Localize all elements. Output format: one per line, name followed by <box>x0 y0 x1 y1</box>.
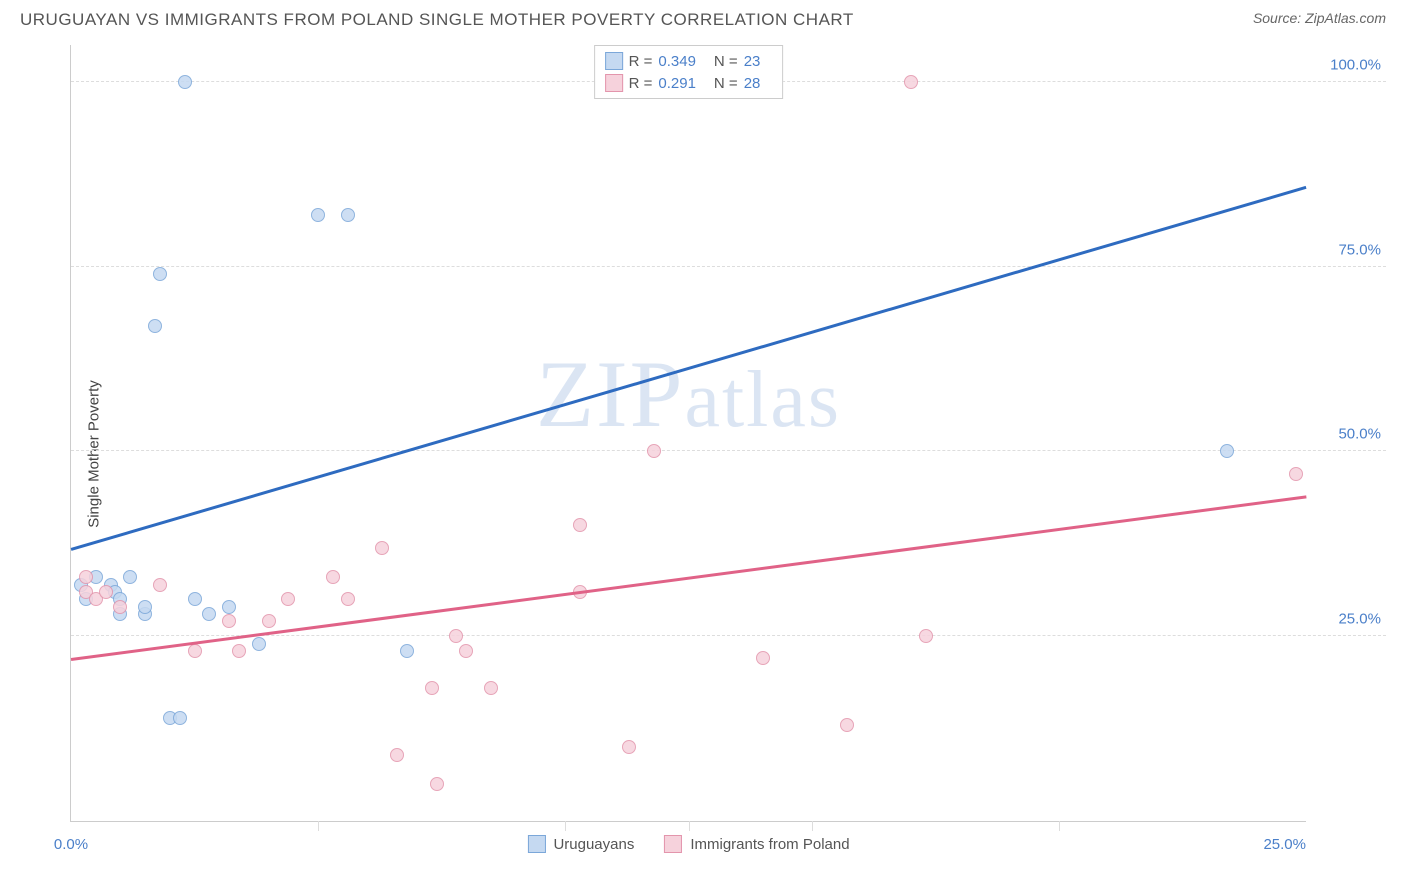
legend-series-item: Immigrants from Poland <box>664 835 849 853</box>
data-point <box>1220 444 1234 458</box>
data-point <box>390 748 404 762</box>
legend-n-label: N = <box>714 75 738 92</box>
legend-series-label: Immigrants from Poland <box>690 836 849 853</box>
data-point <box>138 600 152 614</box>
data-point <box>449 629 463 643</box>
data-point <box>153 578 167 592</box>
data-point <box>188 644 202 658</box>
data-point <box>262 614 276 628</box>
data-point <box>622 740 636 754</box>
data-point <box>484 681 498 695</box>
legend-swatch <box>664 835 682 853</box>
data-point <box>341 208 355 222</box>
data-point <box>113 600 127 614</box>
data-point <box>148 319 162 333</box>
legend-stat-row: R = 0.349 N = 23 <box>605 50 773 72</box>
x-tick <box>1059 821 1060 831</box>
legend-r-value: 0.349 <box>658 53 696 70</box>
legend-series: Uruguayans Immigrants from Poland <box>527 835 849 853</box>
legend-series-label: Uruguayans <box>553 836 634 853</box>
data-point <box>904 75 918 89</box>
data-point <box>341 592 355 606</box>
data-point <box>99 585 113 599</box>
data-point <box>573 518 587 532</box>
legend-swatch <box>527 835 545 853</box>
data-point <box>153 267 167 281</box>
data-point <box>375 541 389 555</box>
data-point <box>202 607 216 621</box>
x-tick-label: 0.0% <box>54 836 88 853</box>
y-tick-label: 75.0% <box>1338 241 1381 258</box>
legend-n-value: 23 <box>744 53 761 70</box>
data-point <box>647 444 661 458</box>
y-tick-label: 50.0% <box>1338 426 1381 443</box>
plot-area: ZIPatlas R = 0.349N = 23R = 0.291N = 28 … <box>70 45 1306 822</box>
legend-swatch <box>605 74 623 92</box>
data-point <box>430 777 444 791</box>
data-point <box>425 681 439 695</box>
data-point <box>326 570 340 584</box>
data-point <box>919 629 933 643</box>
data-point <box>222 614 236 628</box>
data-point <box>1289 467 1303 481</box>
data-point <box>311 208 325 222</box>
legend-series-item: Uruguayans <box>527 835 634 853</box>
data-point <box>252 637 266 651</box>
data-point <box>459 644 473 658</box>
legend-r-label: R = <box>629 75 653 92</box>
x-tick <box>812 821 813 831</box>
data-point <box>232 644 246 658</box>
legend-swatch <box>605 52 623 70</box>
legend-r-value: 0.291 <box>658 75 696 92</box>
data-point <box>123 570 137 584</box>
chart-title: URUGUAYAN VS IMMIGRANTS FROM POLAND SING… <box>20 10 854 30</box>
data-point <box>400 644 414 658</box>
data-point <box>840 718 854 732</box>
legend-n-label: N = <box>714 53 738 70</box>
data-point <box>222 600 236 614</box>
data-point <box>281 592 295 606</box>
gridline <box>71 450 1386 451</box>
legend-stats: R = 0.349 N = 23 R = 0.291 N = 28 <box>594 45 784 99</box>
watermark: ZIPatlas <box>536 339 841 449</box>
gridline <box>71 266 1386 267</box>
y-tick-label: 25.0% <box>1338 611 1381 628</box>
data-point <box>756 651 770 665</box>
chart-container: Single Mother Poverty ZIPatlas R = 0.349… <box>50 45 1386 862</box>
x-tick-label: 25.0% <box>1263 836 1306 853</box>
legend-r-label: R = <box>629 53 653 70</box>
y-tick-label: 100.0% <box>1330 56 1381 73</box>
trend-line <box>71 185 1307 550</box>
data-point <box>79 570 93 584</box>
data-point <box>178 75 192 89</box>
legend-n-value: 28 <box>744 75 761 92</box>
gridline <box>71 635 1386 636</box>
x-tick <box>318 821 319 831</box>
source-attribution: Source: ZipAtlas.com <box>1253 10 1386 26</box>
legend-stat-row: R = 0.291 N = 28 <box>605 72 773 94</box>
x-tick <box>689 821 690 831</box>
data-point <box>188 592 202 606</box>
x-tick <box>565 821 566 831</box>
data-point <box>173 711 187 725</box>
